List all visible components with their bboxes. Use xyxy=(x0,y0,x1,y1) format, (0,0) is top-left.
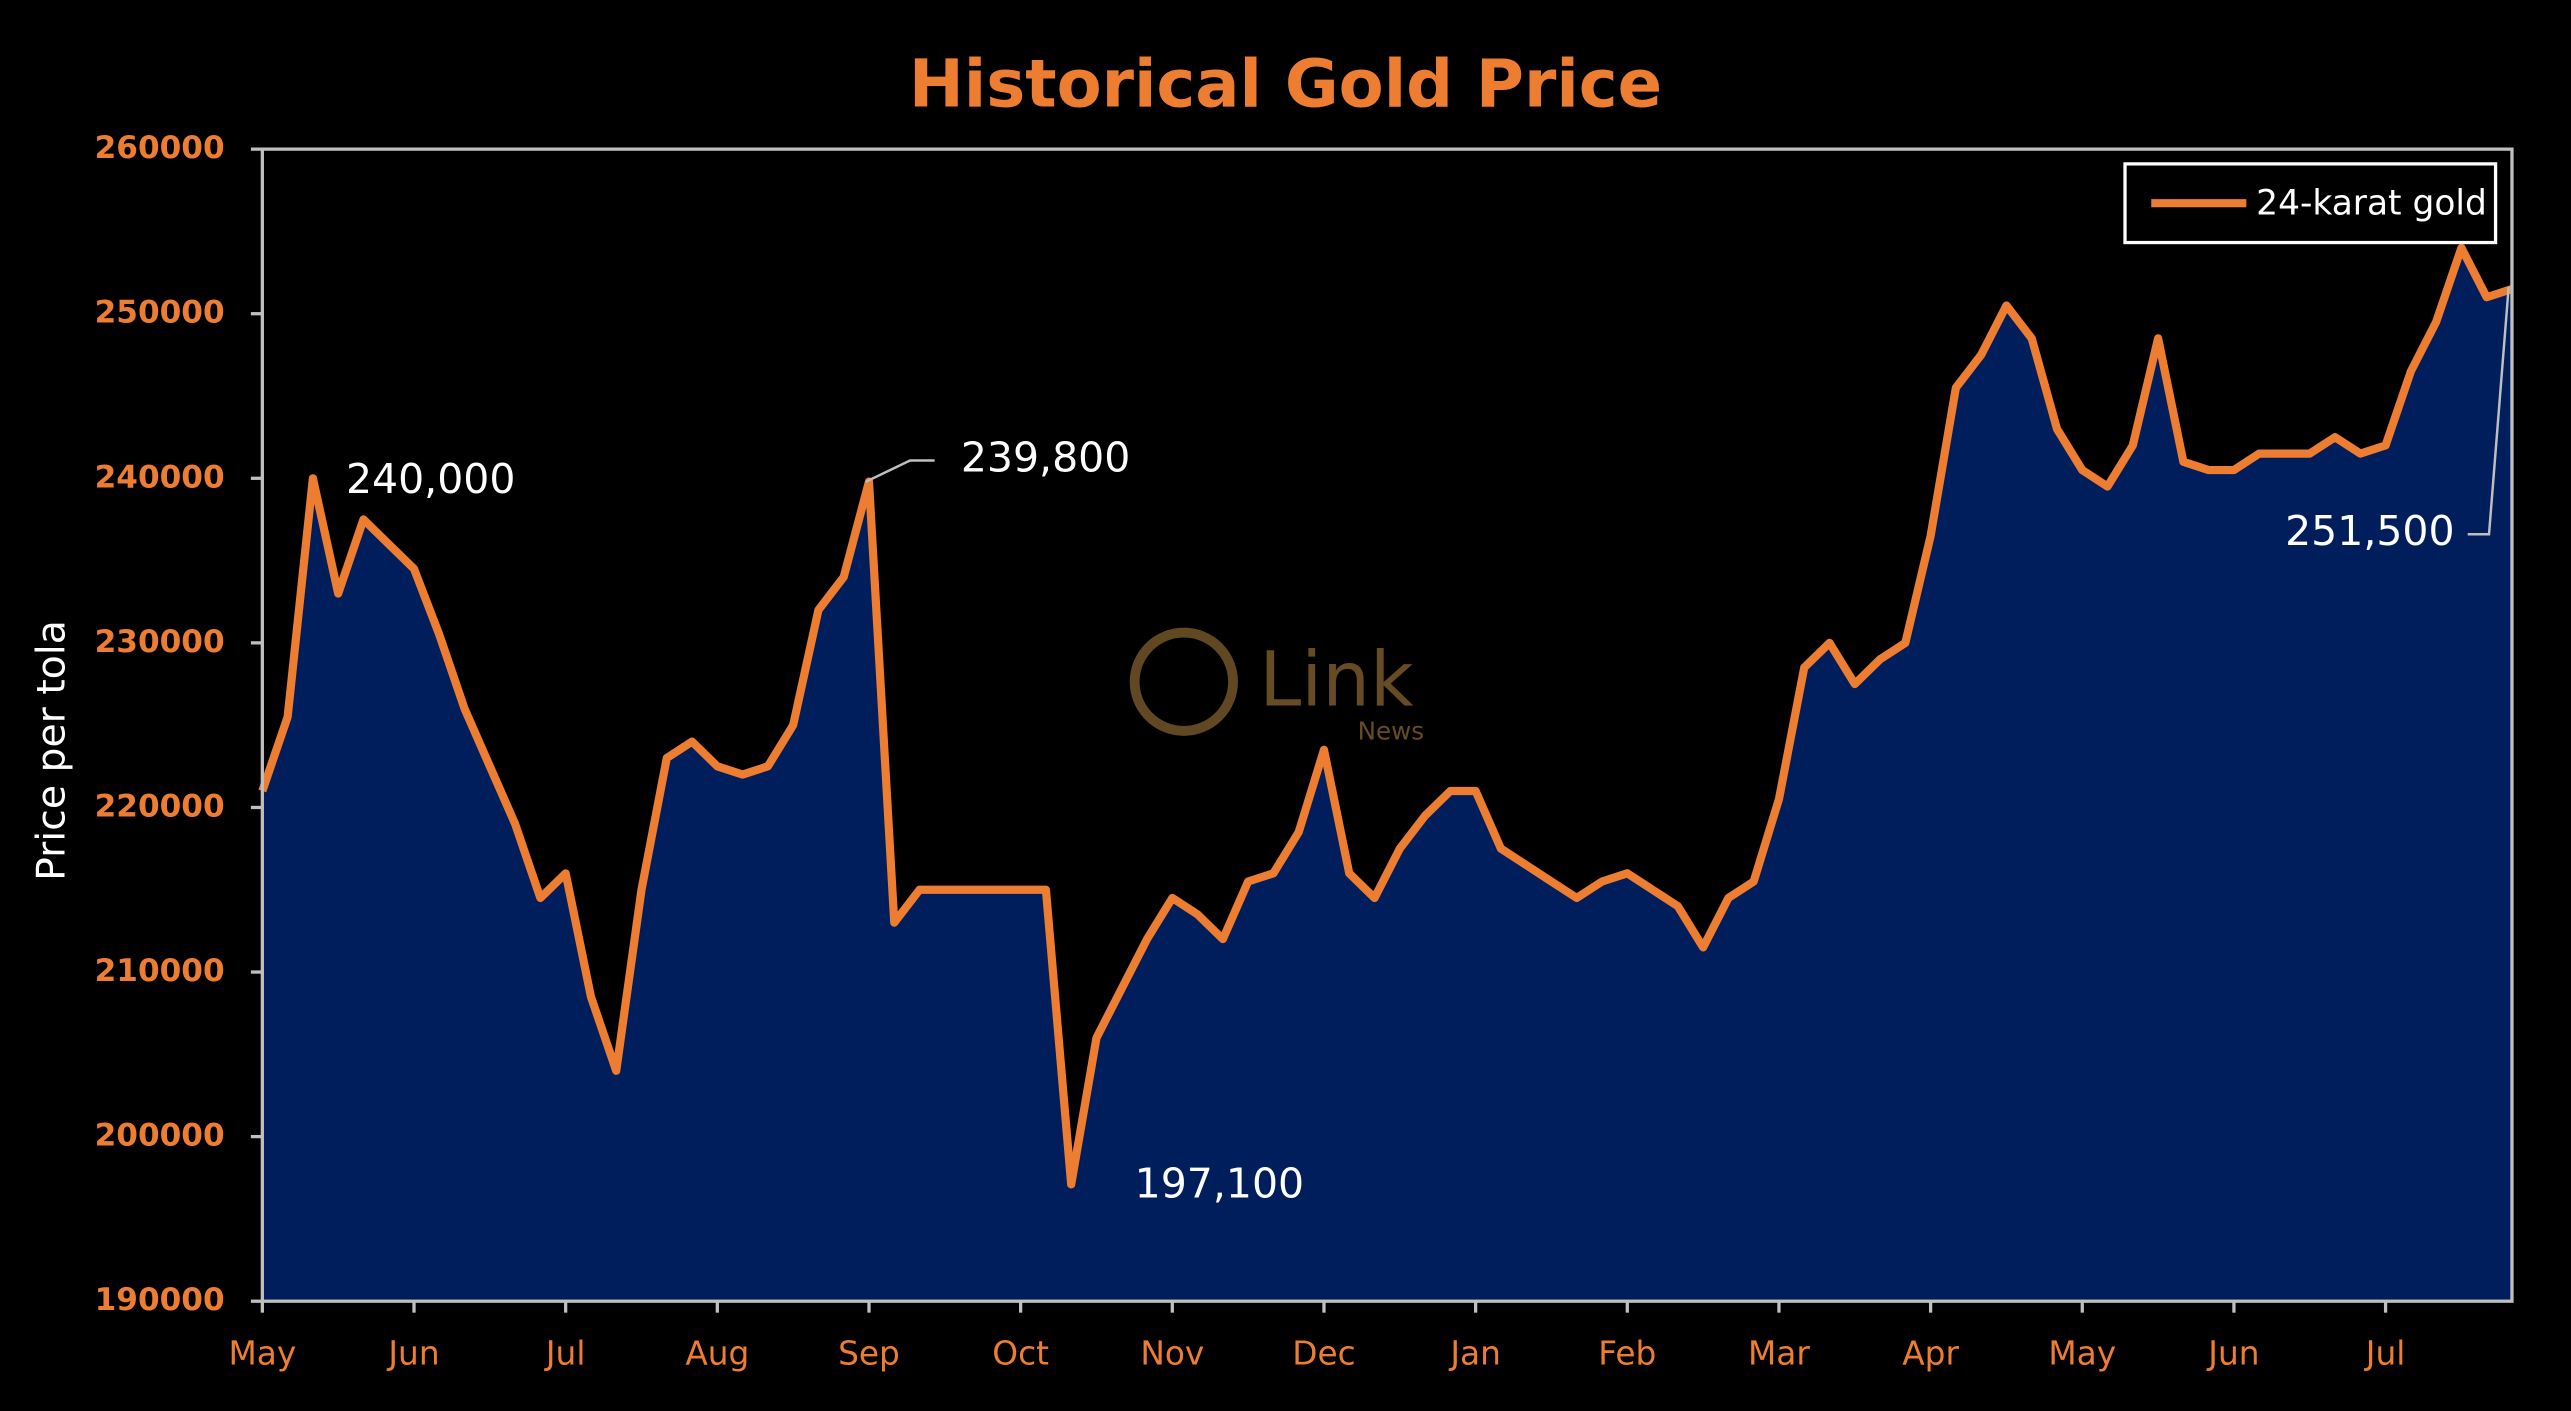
y-tick-label: 240000 xyxy=(95,459,225,495)
watermark-subtext: News xyxy=(1358,717,1424,746)
y-tick-label: 250000 xyxy=(95,295,225,331)
x-tick-label: Jul xyxy=(2364,1334,2406,1372)
x-tick-label: Nov xyxy=(1140,1334,1204,1372)
x-tick-label: Mar xyxy=(1748,1334,1810,1372)
annotation: 239,800 xyxy=(961,434,1130,482)
y-tick-label: 230000 xyxy=(95,624,225,660)
x-tick-label: May xyxy=(2048,1334,2116,1372)
y-tick-label: 210000 xyxy=(95,953,225,989)
y-axis-label: Price per tola xyxy=(29,620,75,881)
line xyxy=(258,243,2514,1189)
area xyxy=(262,247,2512,1302)
annotation: 240,000 xyxy=(346,455,515,503)
y-tick-label: 200000 xyxy=(95,1118,225,1154)
plot-border xyxy=(260,147,2514,1303)
watermark-text: Link xyxy=(1259,636,1414,724)
annotation: 197,100 xyxy=(1135,1159,1304,1207)
y-tick-label: 260000 xyxy=(95,130,225,166)
y-tick-label: 220000 xyxy=(95,788,225,824)
x-tick-label: Aug xyxy=(685,1334,749,1372)
x-tick-label: Oct xyxy=(992,1334,1049,1372)
x-tick-label: Jul xyxy=(544,1334,586,1372)
x-tick-label: Sep xyxy=(838,1334,900,1372)
y-tick-label: 190000 xyxy=(95,1282,225,1318)
x-tick-label: Jun xyxy=(2206,1334,2259,1372)
annotation: 251,500 xyxy=(2285,507,2454,555)
x-tick-label: Jan xyxy=(1448,1334,1501,1372)
x-tick-label: Feb xyxy=(1598,1334,1656,1372)
x-tick-label: Dec xyxy=(1292,1334,1355,1372)
annotation-leader xyxy=(2467,286,2510,536)
watermark-logo xyxy=(1129,627,1238,736)
x-tick-label: Apr xyxy=(1902,1334,1959,1372)
annotation-leader xyxy=(865,459,935,483)
x-tick-label: May xyxy=(228,1334,296,1372)
x-tick-label: Jun xyxy=(386,1334,439,1372)
chart-title: Historical Gold Price xyxy=(909,47,1662,123)
legend-label: 24-karat gold xyxy=(2256,183,2487,223)
